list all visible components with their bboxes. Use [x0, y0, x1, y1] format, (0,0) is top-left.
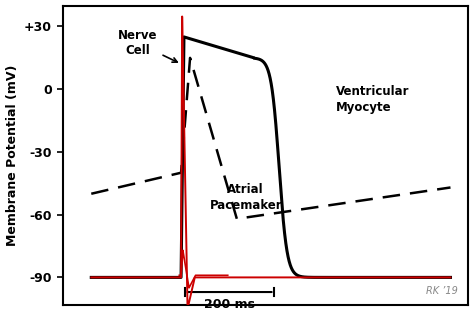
Text: RK ’19: RK ’19	[426, 286, 458, 296]
Text: 200 ms: 200 ms	[204, 298, 255, 311]
Text: Atrial
Pacemaker: Atrial Pacemaker	[210, 183, 282, 212]
Y-axis label: Membrane Potential (mV): Membrane Potential (mV)	[6, 64, 18, 246]
Text: Ventricular
Myocyte: Ventricular Myocyte	[336, 85, 409, 114]
Text: Nerve
Cell: Nerve Cell	[118, 29, 177, 62]
